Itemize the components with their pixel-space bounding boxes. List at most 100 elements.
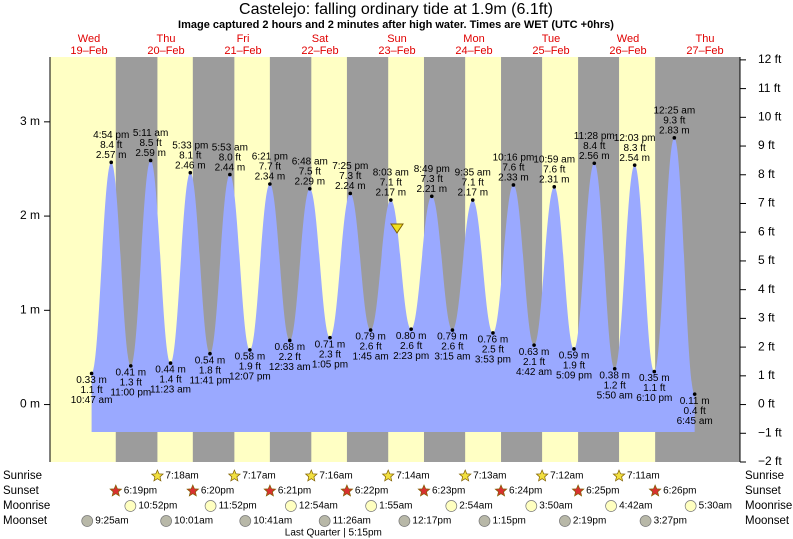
tide-time: 6:21 pm bbox=[252, 152, 288, 163]
sunrise-time: 7:12am bbox=[550, 471, 583, 482]
tide-height-ft: 1.1 ft bbox=[643, 383, 665, 394]
y2-tick-label: 4 ft bbox=[758, 282, 775, 296]
row-label: Moonrise bbox=[3, 500, 50, 512]
tide-time: 11:00 pm bbox=[110, 388, 151, 399]
y2-tick-label: 10 ft bbox=[758, 109, 782, 123]
day-weekday: Thu bbox=[696, 33, 715, 45]
day-date: 20–Feb bbox=[147, 45, 184, 57]
tide-height-ft: 2.2 ft bbox=[279, 352, 301, 363]
tide-point bbox=[348, 191, 353, 196]
tide-height-ft: 9.3 ft bbox=[663, 115, 685, 126]
tide-height-m: 0.54 m bbox=[195, 355, 226, 366]
chart-subtitle: Image captured 2 hours and 2 minutes aft… bbox=[178, 19, 614, 31]
tide-height-m: 2.44 m bbox=[215, 162, 246, 173]
moonset-time: 3:27pm bbox=[654, 516, 687, 527]
tide-time: 5:50 am bbox=[597, 390, 633, 401]
row-label: Moonset bbox=[3, 515, 48, 527]
day-weekday: Wed bbox=[617, 33, 639, 45]
y2-tick-label: 8 ft bbox=[758, 167, 775, 181]
tide-height-ft: 7.3 ft bbox=[421, 174, 443, 185]
sunrise-time: 7:18am bbox=[165, 471, 198, 482]
tide-height-ft: 7.1 ft bbox=[462, 178, 484, 189]
sunset-time: 6:23pm bbox=[432, 486, 465, 497]
moonset-icon bbox=[639, 515, 652, 527]
tide-point bbox=[368, 328, 373, 332]
tide-time: 12:25 am bbox=[653, 105, 695, 116]
y2-tick-label: −2 ft bbox=[758, 454, 782, 468]
day-weekday: Tue bbox=[542, 33, 561, 45]
tide-time: 6:48 am bbox=[292, 156, 328, 167]
y-tick-label: 2 m bbox=[20, 208, 40, 222]
tide-height-ft: 1.9 ft bbox=[239, 362, 261, 373]
moonset-time: 10:41am bbox=[253, 516, 292, 527]
tide-time: 8:03 am bbox=[373, 168, 409, 179]
tide-point bbox=[128, 364, 133, 368]
tide-time: 11:41 pm bbox=[190, 375, 231, 386]
tide-point bbox=[148, 158, 153, 163]
tide-point bbox=[308, 186, 312, 191]
sun-icon bbox=[227, 469, 241, 482]
sunset-time: 6:19pm bbox=[124, 486, 157, 497]
tide-height-ft: 1.3 ft bbox=[120, 378, 142, 389]
tide-height-ft: 2.3 ft bbox=[319, 349, 341, 360]
tide-time: 1:45 am bbox=[353, 352, 389, 363]
moonrise-time: 1:55am bbox=[379, 501, 412, 512]
tide-point bbox=[409, 327, 413, 331]
tide-point bbox=[228, 172, 232, 177]
tide-time: 5:09 pm bbox=[556, 371, 592, 382]
tide-height-ft: 1.9 ft bbox=[563, 361, 585, 372]
tide-height-m: 2.31 m bbox=[539, 175, 570, 186]
day-date: 24–Feb bbox=[455, 45, 492, 57]
y2-tick-label: 11 ft bbox=[758, 81, 781, 95]
day-weekday: Fri bbox=[237, 33, 250, 45]
sun-icon bbox=[648, 484, 662, 497]
moon-phase: Last Quarter | 5:15pm bbox=[285, 528, 382, 539]
day-weekday: Wed bbox=[78, 33, 100, 45]
day-weekday: Sun bbox=[387, 33, 407, 45]
tide-point bbox=[248, 348, 252, 352]
sun-moon-events: Sunrise Sunrise Sunset Sunset Moonrise Moonri… bbox=[3, 469, 792, 539]
row-label-right: Sunrise bbox=[745, 470, 784, 482]
tide-point bbox=[632, 163, 637, 167]
tide-point bbox=[268, 182, 272, 186]
sun-icon bbox=[150, 469, 164, 482]
tide-height-m: 0.71 m bbox=[315, 339, 346, 350]
moonset-time: 12:17pm bbox=[412, 516, 451, 527]
moonrise-icon bbox=[204, 500, 217, 512]
moonset-time: 9:25am bbox=[95, 516, 128, 527]
y-tick-label: 0 m bbox=[20, 397, 40, 411]
tide-point bbox=[532, 343, 536, 347]
tide-height-m: 0.79 m bbox=[355, 332, 386, 343]
tide-height-ft: 7.5 ft bbox=[299, 166, 321, 177]
tide-time: 10:16 pm bbox=[493, 153, 535, 164]
tide-time: 12:33 am bbox=[269, 362, 311, 373]
row-label: Sunset bbox=[3, 485, 40, 497]
tide-height-m: 2.57 m bbox=[96, 150, 127, 161]
tide-height-ft: 7.6 ft bbox=[543, 165, 565, 176]
tide-height-ft: 0.4 ft bbox=[684, 406, 706, 417]
tide-height-ft: 8.4 ft bbox=[100, 140, 122, 151]
tide-point bbox=[652, 369, 657, 374]
tide-height-m: 2.29 m bbox=[295, 176, 326, 187]
tide-time: 11:28 pm bbox=[574, 131, 615, 142]
moonrise-time: 12:54am bbox=[299, 501, 338, 512]
sunset-time: 6:25pm bbox=[586, 486, 619, 497]
tide-height-m: 0.79 m bbox=[437, 332, 468, 343]
tide-point bbox=[470, 198, 475, 202]
tide-height-m: 0.80 m bbox=[396, 331, 427, 342]
tide-time: 8:49 pm bbox=[414, 164, 450, 175]
moonset-icon bbox=[239, 515, 252, 527]
sunrise-time: 7:14am bbox=[396, 471, 429, 482]
tide-height-m: 2.34 m bbox=[255, 172, 286, 183]
tide-height-m: 2.56 m bbox=[579, 151, 610, 162]
tide-time: 11:23 am bbox=[150, 385, 191, 396]
tide-height-m: 0.58 m bbox=[235, 352, 266, 363]
tide-height-ft: 8.1 ft bbox=[179, 150, 201, 161]
tide-height-m: 2.46 m bbox=[175, 160, 206, 171]
moonrise-time: 10:52pm bbox=[138, 501, 177, 512]
axes: 0 m 1 m 2 m 3 m −2 ft −1 ft 0 ft 1 ft 2 ft 3 ft 4 … bbox=[20, 52, 782, 468]
tide-time: 5:53 am bbox=[212, 142, 248, 153]
moonset-icon bbox=[478, 515, 491, 527]
